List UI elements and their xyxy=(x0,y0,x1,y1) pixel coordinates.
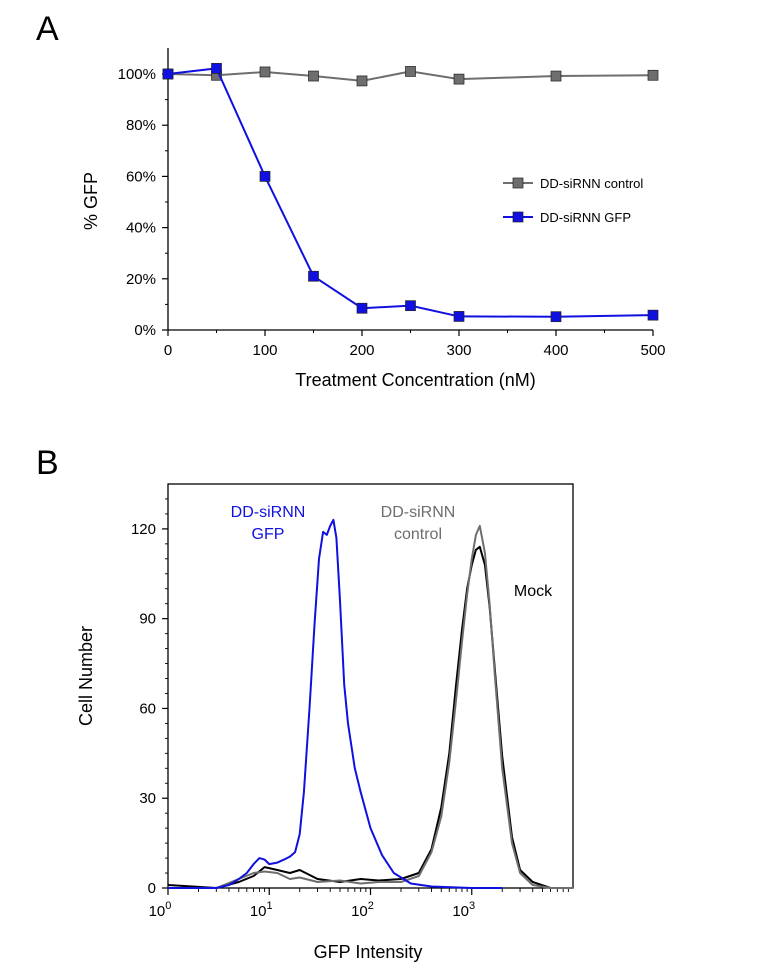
x-tick-label: 102 xyxy=(351,900,374,920)
y-axis-title: % GFP xyxy=(81,172,101,230)
x-tick-base: 10 xyxy=(452,903,469,920)
data-point xyxy=(647,69,659,81)
curve-label: control xyxy=(394,526,442,543)
data-point xyxy=(162,68,174,80)
y-tick-label: 90 xyxy=(139,611,156,628)
data-point xyxy=(405,66,416,77)
legend-marker xyxy=(512,211,524,223)
y-tick-label: 100% xyxy=(118,66,156,83)
y-tick-label: 0% xyxy=(134,322,156,339)
x-tick-label: 300 xyxy=(446,342,471,359)
curve-label: DD-siRNN xyxy=(231,504,306,521)
x-tick-exponent: 3 xyxy=(469,900,475,912)
histogram-line xyxy=(168,518,503,889)
y-tick-label: 40% xyxy=(126,220,156,237)
x-axis-title: GFP Intensity xyxy=(314,942,423,962)
curve-label: Mock xyxy=(514,583,553,600)
data-point xyxy=(308,70,319,82)
legend-label: DD-siRNN GFP xyxy=(540,210,631,225)
x-tick-exponent: 0 xyxy=(165,900,171,912)
x-tick-exponent: 2 xyxy=(368,900,374,912)
panel-a-letter: A xyxy=(36,10,59,48)
y-tick-label: 80% xyxy=(126,117,156,134)
y-tick-label: 60% xyxy=(126,168,156,185)
data-point xyxy=(211,63,222,74)
data-point xyxy=(405,300,416,312)
x-tick-label: 100 xyxy=(252,342,277,359)
x-tick-label: 100 xyxy=(149,900,172,920)
data-point xyxy=(356,75,368,87)
panel-b-letter: B xyxy=(36,444,59,482)
data-point xyxy=(453,311,465,322)
curve-label: GFP xyxy=(252,526,285,543)
x-axis-title: Treatment Concentration (nM) xyxy=(295,370,535,390)
legend-marker xyxy=(512,177,524,189)
data-point xyxy=(550,311,562,323)
x-tick-label: 200 xyxy=(349,342,374,359)
data-point xyxy=(356,302,368,314)
data-point xyxy=(259,66,271,78)
x-tick-label: 0 xyxy=(164,342,172,359)
legend-label: DD-siRNN control xyxy=(540,176,643,191)
series-line xyxy=(167,67,654,318)
y-tick-label: 0 xyxy=(148,880,156,897)
histogram-line xyxy=(167,545,573,889)
x-tick-label: 103 xyxy=(452,900,475,920)
y-tick-label: 120 xyxy=(131,521,156,538)
data-point xyxy=(259,171,271,182)
x-tick-label: 400 xyxy=(543,342,568,359)
histogram-line xyxy=(168,524,573,889)
x-tick-base: 10 xyxy=(250,903,267,920)
data-point xyxy=(308,270,319,282)
x-tick-label: 500 xyxy=(640,342,665,359)
data-point xyxy=(453,73,465,85)
chart-a: 0% 20% 40% 60% 80% 100% 0 100 200 300 400 500 Treatm… xyxy=(81,48,666,390)
y-tick-label: 30 xyxy=(139,790,156,807)
y-tick-label: 60 xyxy=(139,700,156,717)
y-axis-title: Cell Number xyxy=(76,626,96,726)
x-tick-base: 10 xyxy=(351,903,368,920)
x-tick-label: 101 xyxy=(250,900,273,920)
data-point xyxy=(550,70,562,82)
data-point xyxy=(647,309,659,321)
x-tick-exponent: 1 xyxy=(267,900,273,912)
x-tick-base: 10 xyxy=(149,903,166,920)
curve-label: DD-siRNN xyxy=(381,504,456,521)
y-tick-label: 20% xyxy=(126,271,156,288)
